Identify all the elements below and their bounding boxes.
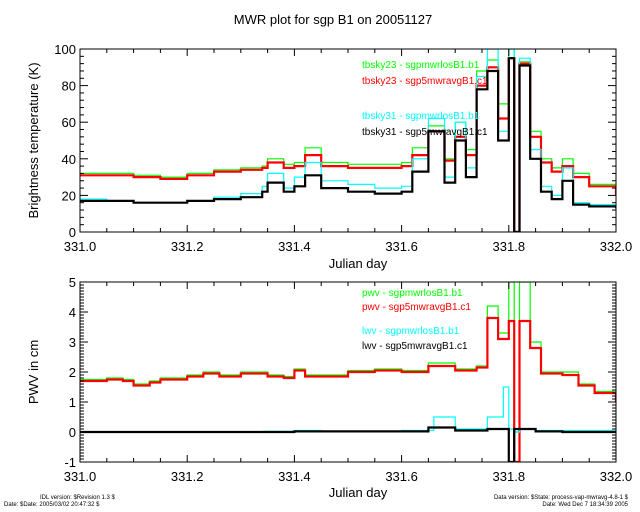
y-tick-label: 20 — [62, 188, 76, 203]
y-tick-label: 2 — [69, 365, 76, 380]
x-tick-label: 331.6 — [385, 469, 418, 484]
footer-data-version: Data version: $State: process-vap-mwravg… — [493, 495, 628, 501]
x-tick-label: 331.0 — [64, 469, 97, 484]
x-tick-label: 332.0 — [600, 239, 633, 254]
x-axis-label: Julian day — [329, 256, 388, 271]
plot-frame — [79, 48, 617, 233]
brightness-temperature-panel: 331.0 331.2 331.4 331.6 331.8 332.0 0 20 40 60 80 1… — [26, 42, 632, 271]
legend-entry: tbsky31 - sgp5mwravgB1.c1 — [362, 127, 488, 138]
series-line-tbsky23-sgp5mwravgb1-c1 — [80, 57, 616, 232]
y-tick-label: 60 — [62, 115, 76, 130]
legend-entry: tbsky23 - sgpmwrlosB1.b1 — [362, 60, 480, 71]
y-tick-label: 0 — [69, 225, 76, 240]
y-tick-label: 5 — [69, 275, 76, 290]
series-line-lwv-sgp5mwravgb1-c1 — [80, 426, 616, 462]
legend-entry: pwv - sgpmwrlosB1.b1 — [362, 288, 463, 299]
series-group — [80, 282, 616, 462]
pwv-panel: 331.0 331.2 331.4 331.6 331.8 332.0 -1 0 1 2 3 4 5 Ju… — [26, 275, 632, 500]
series-line-lwv-sgpmwrlosb1-b1 — [80, 386, 616, 433]
legend-entry: tbsky23 - sgp5mwravgB1.c1 — [362, 76, 488, 87]
y-tick-label: 3 — [69, 335, 76, 350]
x-tick-label: 332.0 — [600, 469, 633, 484]
legend-entry: lwv - sgpmwrlosB1.b1 — [362, 326, 460, 337]
chart-title: MWR plot for sgp B1 on 20051127 — [234, 12, 433, 27]
footer-date: Date: $Date: 2005/03/02 20:47:32 $ — [4, 502, 100, 508]
legend-entry: tbsky31 - sgpmwrlosB1.b1 — [362, 111, 480, 122]
y-tick-label: 80 — [62, 79, 76, 94]
y-tick-label: 100 — [54, 42, 76, 57]
series-line-tbsky31-sgpmwrlosb1-b1 — [80, 49, 616, 232]
y-axis-label: Brightness temperature (K) — [26, 62, 41, 218]
x-tick-label: 331.0 — [64, 239, 97, 254]
x-tick-label: 331.2 — [171, 469, 204, 484]
x-tick-label: 331.8 — [493, 239, 526, 254]
x-tick-label: 331.6 — [385, 239, 418, 254]
footer-idl-version: IDL version: $Revision 1.3 $ — [40, 495, 115, 501]
series-line-pwv-sgp5mwravgb1-c1 — [80, 316, 616, 462]
y-axis-label: PWV in cm — [26, 340, 41, 404]
legend-entry: pwv - sgp5mwravgB1.c1 — [362, 302, 471, 313]
series-line-tbsky23-sgpmwrlosb1-b1 — [80, 49, 616, 232]
y-tick-label: 40 — [62, 152, 76, 167]
y-tick-label: -1 — [64, 455, 76, 470]
x-tick-label: 331.4 — [278, 239, 311, 254]
y-tick-label: 0 — [69, 425, 76, 440]
x-tick-label: 331.4 — [278, 469, 311, 484]
series-line-pwv-sgpmwrlosb1-b1 — [80, 282, 616, 433]
footer-date-run: Date: Wed Dec 7 18:34:39 2005 — [542, 502, 628, 508]
series-group — [80, 49, 616, 232]
x-tick-label: 331.8 — [493, 469, 526, 484]
x-axis-label: Julian day — [329, 485, 388, 500]
x-tick-label: 331.2 — [171, 239, 204, 254]
y-tick-label: 1 — [69, 395, 76, 410]
series-line-tbsky31-sgp5mwravgb1-c1 — [80, 57, 616, 232]
legend-entry: lwv - sgp5mwravgB1.c1 — [362, 341, 468, 352]
y-tick-label: 4 — [69, 305, 76, 320]
